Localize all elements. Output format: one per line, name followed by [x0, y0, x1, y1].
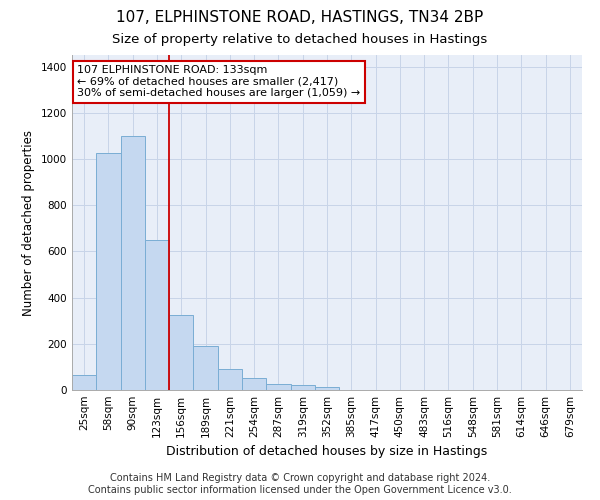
Y-axis label: Number of detached properties: Number of detached properties — [22, 130, 35, 316]
Bar — [218, 369, 242, 390]
Bar — [96, 153, 121, 390]
Bar — [242, 378, 266, 390]
Bar — [169, 315, 193, 390]
Text: 107 ELPHINSTONE ROAD: 133sqm
← 69% of detached houses are smaller (2,417)
30% of: 107 ELPHINSTONE ROAD: 133sqm ← 69% of de… — [77, 65, 361, 98]
Bar — [121, 136, 145, 390]
X-axis label: Distribution of detached houses by size in Hastings: Distribution of detached houses by size … — [166, 446, 488, 458]
Bar — [315, 386, 339, 390]
Bar — [290, 386, 315, 390]
Bar — [266, 384, 290, 390]
Bar — [145, 240, 169, 390]
Text: Size of property relative to detached houses in Hastings: Size of property relative to detached ho… — [112, 32, 488, 46]
Bar — [72, 375, 96, 390]
Text: 107, ELPHINSTONE ROAD, HASTINGS, TN34 2BP: 107, ELPHINSTONE ROAD, HASTINGS, TN34 2B… — [116, 10, 484, 25]
Bar — [193, 346, 218, 390]
Text: Contains HM Land Registry data © Crown copyright and database right 2024.
Contai: Contains HM Land Registry data © Crown c… — [88, 474, 512, 495]
